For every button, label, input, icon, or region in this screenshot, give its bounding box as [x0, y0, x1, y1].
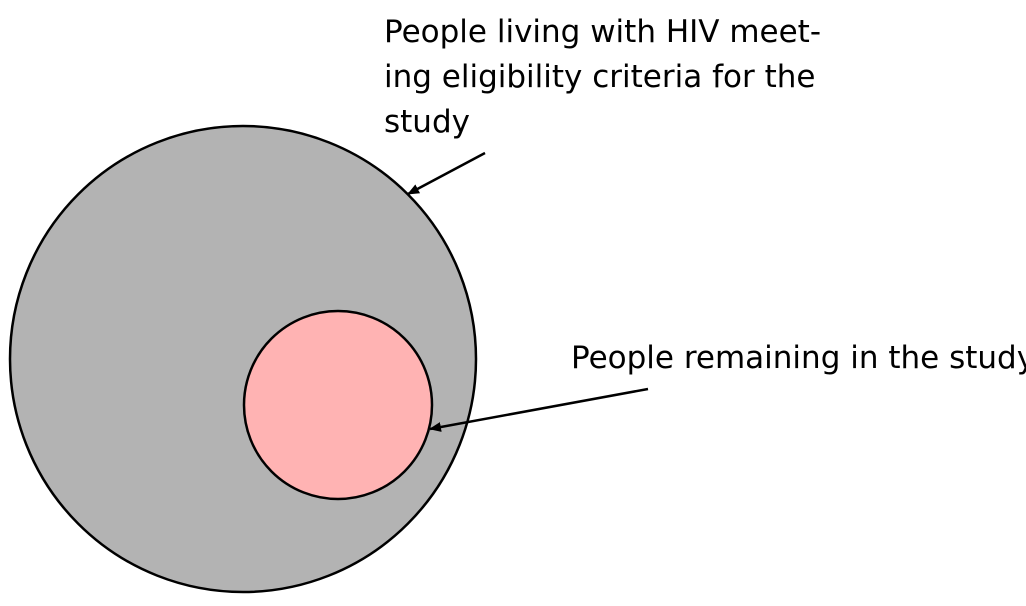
- outer-set-label-line-1: People living with HIV meet-: [384, 14, 821, 50]
- inner-set-arrow: [429, 387, 649, 432]
- inner-set-circle: [242, 309, 434, 501]
- outer-set-arrow: [407, 151, 486, 196]
- outer-set-label-line-3: study: [384, 104, 470, 140]
- inner-set-label: People remaining in the study: [571, 340, 1026, 376]
- outer-set-label-line-2: ing eligibility criteria for the: [384, 59, 815, 95]
